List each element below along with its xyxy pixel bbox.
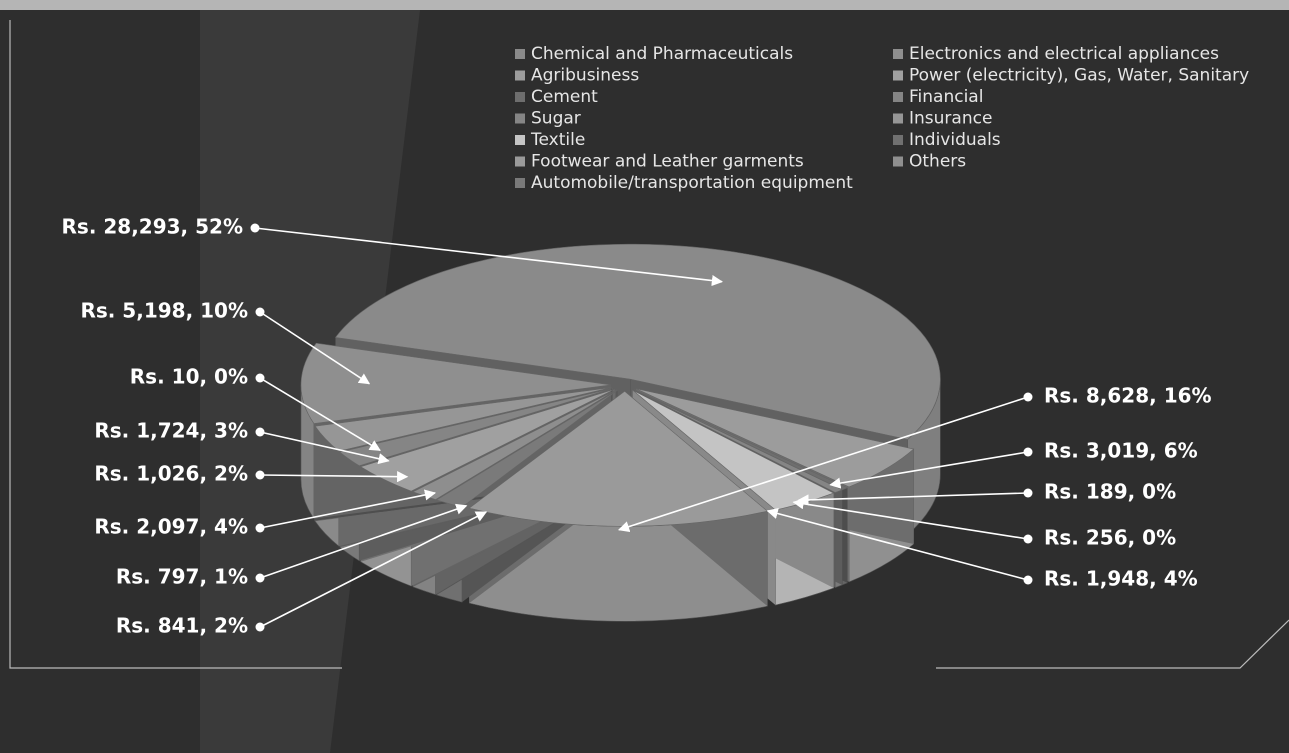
legend-swatch (515, 178, 525, 188)
slice-tops (300, 243, 941, 527)
leader-line (259, 471, 409, 483)
pie-slice (468, 390, 769, 527)
leader-dot (250, 223, 260, 233)
data-label: Rs. 1,948, 4% (1044, 567, 1198, 591)
data-label: Rs. 1,724, 3% (94, 419, 248, 443)
legend-label: Chemical and Pharmaceuticals (531, 44, 793, 64)
data-label: Rs. 5,198, 10% (80, 299, 248, 323)
frame-line (9, 20, 1289, 669)
legend-label: Others (909, 152, 966, 172)
leader-dot (1023, 447, 1033, 457)
pie-slice (636, 388, 915, 488)
legend-swatch (893, 113, 903, 124)
leader-dot (1023, 575, 1033, 585)
data-label: Rs. 3,019, 6% (1044, 439, 1198, 463)
legend-label: Electronics and electrical appliances (909, 44, 1219, 64)
leader-dot (255, 523, 265, 533)
data-label: Rs. 189, 0% (1044, 480, 1176, 504)
legend-swatch (515, 70, 525, 81)
leader-line (259, 489, 437, 529)
leader-line (259, 311, 371, 385)
legend-swatch (515, 156, 525, 167)
legend-label: Cement (531, 87, 598, 107)
pie-slice (339, 388, 614, 467)
data-label: Rs. 28,293, 52% (62, 215, 243, 239)
pie-slice (300, 342, 612, 424)
data-label: Rs. 10, 0% (130, 365, 248, 389)
leader-dot (255, 373, 265, 383)
data-label: Rs. 8,628, 16% (1044, 384, 1212, 408)
leader-line (829, 451, 1029, 489)
leader-dot (255, 622, 265, 632)
leader-dot (1023, 534, 1033, 544)
legend-swatch (515, 135, 525, 145)
leader-line (259, 377, 381, 451)
pie-slice (314, 387, 613, 452)
data-label: Rs. 841, 2% (116, 614, 248, 638)
legend-label: Footwear and Leather garments (531, 152, 804, 172)
legend-swatch (893, 70, 903, 81)
legend-swatch (515, 113, 525, 124)
data-label: Rs. 256, 0% (1044, 526, 1176, 550)
pie-slice (314, 386, 612, 426)
legend-label: Agribusiness (531, 66, 639, 86)
leader-line (259, 503, 468, 579)
legend-swatch (515, 49, 525, 59)
data-label: Rs. 1,026, 2% (94, 462, 248, 486)
pie-slice (360, 388, 615, 492)
legend-label: Financial (909, 87, 983, 107)
legend-label: Individuals (909, 130, 1001, 150)
leader-dot (255, 427, 265, 437)
legend-label: Sugar (531, 109, 581, 129)
leader-line (766, 508, 1029, 581)
leader-line (259, 431, 390, 465)
leader-line (259, 511, 488, 628)
legend-label: Automobile/transportation equipment (531, 173, 853, 193)
legend-swatch (893, 49, 903, 59)
legend-swatch (893, 156, 903, 167)
pie-slice (634, 389, 843, 493)
legend-swatch (515, 92, 525, 102)
leader-line (792, 498, 1029, 540)
top-bar (0, 0, 1289, 10)
pie-slice (334, 243, 941, 440)
leader-dot (255, 573, 265, 583)
legend-label: Power (electricity), Gas, Water, Sanitar… (909, 66, 1249, 86)
leader-line (617, 396, 1029, 533)
leader-dot (255, 307, 265, 317)
legend-label: Insurance (909, 109, 992, 129)
data-label: Rs. 797, 1% (116, 565, 248, 589)
legend-swatch (893, 135, 903, 145)
leader-line (254, 227, 724, 287)
data-label: Rs. 2,097, 4% (94, 515, 248, 539)
leader-dot (255, 470, 265, 480)
leader-dot (1023, 392, 1033, 402)
leader-line (797, 492, 1029, 506)
legend-label: Textile (530, 130, 585, 150)
leader-dot (1023, 488, 1033, 498)
legend-swatch (893, 92, 903, 102)
